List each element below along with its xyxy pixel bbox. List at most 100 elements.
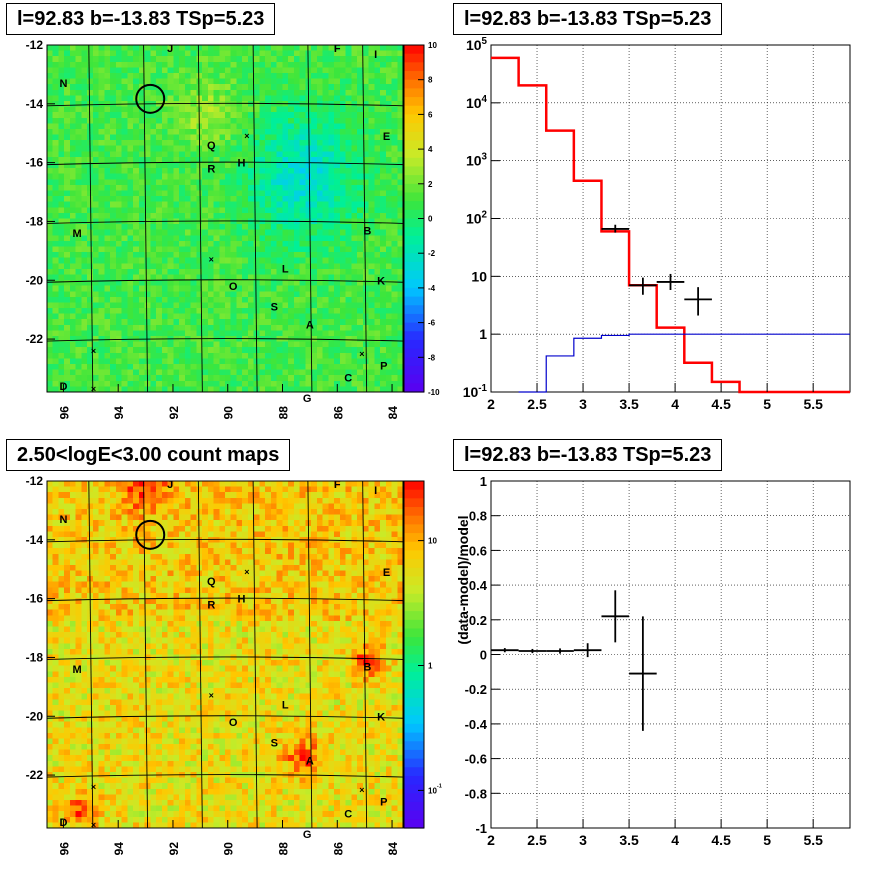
heatmap-cell: [81, 576, 88, 583]
heatmap-cell: [121, 710, 128, 717]
heatmap-cell: [173, 347, 180, 354]
heatmap-cell: [368, 291, 375, 298]
heatmap-cell: [104, 263, 111, 270]
heatmap-cell: [58, 542, 65, 549]
heatmap-cell: [288, 84, 295, 91]
heatmap-cell: [311, 78, 318, 85]
heatmap-cell: [288, 274, 295, 281]
heatmap-cell: [87, 358, 94, 365]
heatmap-cell: [98, 330, 106, 337]
heatmap-cell: [104, 503, 111, 510]
heatmap-cell: [98, 291, 106, 298]
heatmap-cell: [219, 257, 226, 264]
heatmap-cell: [92, 542, 100, 549]
heatmap-cell: [98, 308, 106, 315]
heatmap-cell: [121, 486, 128, 493]
heatmap-cell: [69, 302, 77, 309]
heatmap-cell: [247, 229, 255, 236]
heatmap-cell: [184, 151, 192, 158]
heatmap-cell: [270, 173, 278, 180]
colorbar-tick-label: 2: [428, 180, 433, 189]
heatmap-cell: [265, 112, 272, 119]
heatmap-cell: [288, 240, 295, 248]
heatmap-cell: [161, 285, 169, 292]
heatmap-cell: [385, 224, 393, 231]
heatmap-cell: [397, 235, 404, 242]
heatmap-cell: [133, 324, 140, 332]
heatmap-cell: [397, 308, 404, 315]
heatmap-cell: [213, 319, 220, 326]
heatmap-cell: [236, 95, 243, 102]
heatmap-cell: [236, 123, 243, 130]
heatmap-cell: [92, 117, 100, 124]
heatmap-cell: [351, 123, 358, 130]
heatmap-cell: [385, 386, 393, 393]
heatmap-cell: [81, 106, 88, 113]
heatmap-cell: [138, 508, 146, 516]
heatmap-cell: [219, 302, 226, 309]
heatmap-cell: [362, 156, 370, 164]
heatmap-cell: [265, 201, 272, 208]
heatmap-cell: [368, 134, 375, 141]
heatmap-cell: [161, 375, 169, 382]
heatmap-cell: [293, 302, 301, 309]
heatmap-cell: [299, 78, 306, 85]
heatmap-cell: [150, 224, 157, 231]
heatmap-cell: [138, 156, 146, 164]
heatmap-cell: [334, 224, 341, 231]
heatmap-cell: [270, 151, 278, 158]
heatmap-cell: [98, 386, 106, 393]
heatmap-cell: [270, 302, 278, 309]
colorbar-tick-label: 6: [428, 110, 433, 119]
heatmap-cell: [225, 56, 232, 63]
heatmap-cell: [207, 112, 215, 119]
heatmap-cell: [293, 352, 301, 360]
heatmap-cell: [115, 564, 123, 572]
heatmap-cell: [64, 805, 71, 812]
heatmap-cell: [98, 576, 106, 583]
heatmap-cell: [179, 229, 186, 236]
heatmap-cell: [64, 369, 71, 376]
heatmap-cell: [345, 123, 352, 130]
heatmap-cell: [144, 123, 151, 130]
heatmap-cell: [92, 347, 100, 354]
heatmap-cell: [316, 140, 324, 147]
heatmap-cells: [47, 45, 404, 393]
heatmap-cell: [81, 280, 88, 287]
heatmap-cell: [391, 358, 398, 365]
heatmap-cell: [276, 252, 284, 259]
heatmap-cell: [259, 173, 266, 180]
heatmap-cell: [75, 302, 83, 309]
heatmap-cell: [357, 240, 364, 248]
heatmap-cell: [92, 587, 100, 594]
heatmap-cell: [110, 380, 117, 388]
heatmap-cell: [121, 201, 128, 208]
heatmap-cell: [362, 134, 370, 141]
heatmap-cell: [58, 280, 65, 287]
heatmap-cell: [52, 364, 60, 371]
heatmap-cell: [58, 173, 65, 180]
heatmap-cell: [87, 486, 94, 493]
heatmap-cell: [104, 783, 111, 790]
heatmap-cell: [236, 184, 243, 192]
heatmap-cell: [115, 296, 123, 304]
heatmap-cell: [259, 61, 266, 68]
heatmap-cell: [253, 268, 261, 276]
heatmap-cell: [81, 615, 88, 622]
heatmap-cell: [150, 212, 157, 220]
heatmap-cell: [173, 319, 180, 326]
heatmap-cell: [133, 369, 140, 376]
heatmap-cell: [242, 319, 249, 326]
heatmap-cell: [247, 240, 255, 248]
heatmap-cell: [213, 375, 220, 382]
heatmap-cell: [311, 67, 318, 74]
heatmap-cell: [115, 196, 123, 203]
heatmap-cell: [87, 45, 94, 52]
heatmap-cell: [339, 45, 347, 52]
heatmap-cell: [69, 61, 77, 68]
heatmap-cell: [247, 100, 255, 108]
heatmap-cell: [236, 128, 243, 136]
heatmap-cell: [339, 67, 347, 74]
heatmap-cell: [52, 196, 60, 203]
heatmap-cell: [47, 609, 54, 616]
